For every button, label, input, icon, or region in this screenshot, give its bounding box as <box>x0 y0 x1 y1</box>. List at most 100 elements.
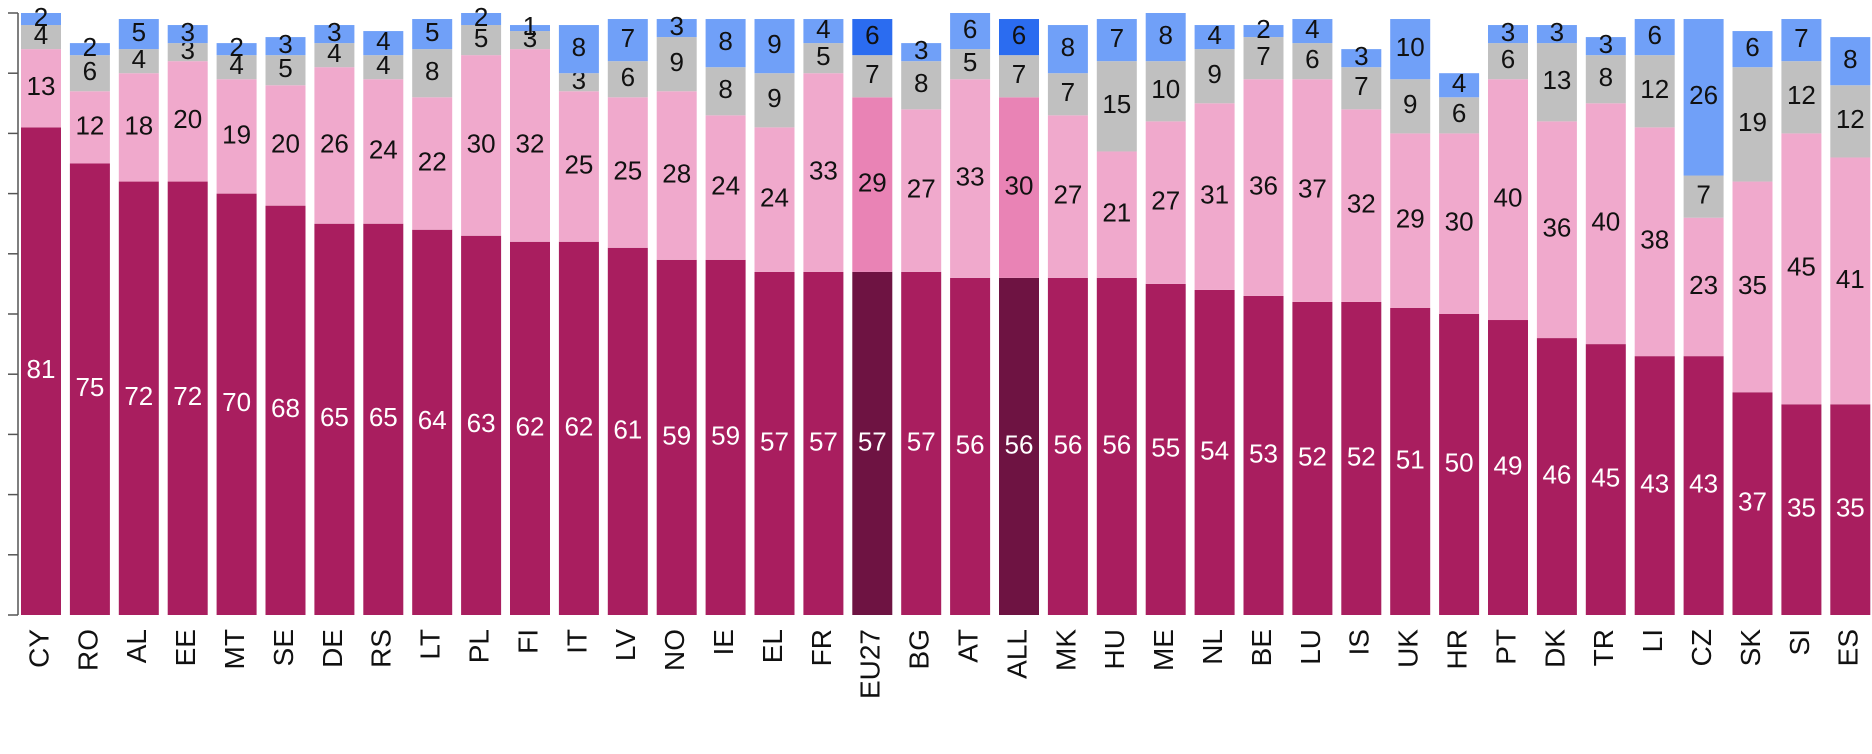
value-label: 4 <box>132 44 146 74</box>
x-tick-label: HR <box>1441 629 1472 669</box>
value-label: 8 <box>1843 44 1857 74</box>
value-label: 8 <box>1599 62 1613 92</box>
bar-segment <box>1341 67 1382 110</box>
bar-segment <box>1194 49 1235 104</box>
value-label: 54 <box>1200 435 1229 465</box>
value-label: 12 <box>1836 104 1865 134</box>
value-label: 7 <box>1354 71 1368 101</box>
bar-segment <box>754 127 795 272</box>
bar-segment <box>705 115 746 260</box>
bar-segment <box>754 271 795 615</box>
bar-segment <box>412 229 453 615</box>
bar-segment <box>216 193 257 615</box>
bar-segment <box>510 49 550 242</box>
value-label: 49 <box>1494 450 1523 480</box>
bar-segment <box>1781 61 1822 134</box>
value-label: 6 <box>963 14 977 44</box>
value-label: 1 <box>523 11 537 41</box>
bar-segment <box>705 67 746 116</box>
value-label: 7 <box>865 59 879 89</box>
bar-segment <box>1683 217 1724 357</box>
value-label: 12 <box>75 110 104 140</box>
value-label: 7 <box>1012 59 1026 89</box>
bar-segment <box>1585 344 1626 615</box>
bar-segment <box>363 79 404 224</box>
bar-segment <box>1683 356 1724 615</box>
value-label: 5 <box>132 17 146 47</box>
bar-segment <box>1634 55 1675 128</box>
bar-segment <box>1341 49 1382 68</box>
value-label: 56 <box>1005 429 1034 459</box>
value-label: 29 <box>858 167 887 197</box>
value-label: 65 <box>369 402 398 432</box>
bar-segment <box>1145 13 1186 62</box>
bar-segment <box>510 25 550 32</box>
value-label: 6 <box>1012 20 1026 50</box>
value-label: 28 <box>662 158 691 188</box>
value-label: 19 <box>1738 107 1767 137</box>
value-label: 7 <box>1696 179 1710 209</box>
bar-segment <box>803 271 844 615</box>
value-label: 32 <box>516 128 545 158</box>
bar-segment <box>1634 356 1675 615</box>
x-tick-label: ALL <box>1001 629 1032 679</box>
value-label: 4 <box>327 38 341 68</box>
bar-segment <box>1830 85 1871 158</box>
value-label: 3 <box>1354 41 1368 71</box>
value-label: 4 <box>34 20 48 50</box>
value-label: 13 <box>27 71 56 101</box>
value-label: 59 <box>662 420 691 450</box>
bar-segment <box>216 43 257 56</box>
bar-segment <box>1732 392 1773 615</box>
x-tick-label: HU <box>1099 629 1130 669</box>
bar-segment <box>1096 19 1137 62</box>
value-label: 2 <box>229 32 243 62</box>
value-label: 6 <box>1647 20 1661 50</box>
value-label: 4 <box>229 50 243 80</box>
value-label: 24 <box>711 170 740 200</box>
bar-segment <box>656 91 697 260</box>
value-label: 20 <box>271 128 300 158</box>
bar-segment <box>852 271 893 615</box>
bar-segment <box>1683 175 1724 218</box>
value-label: 40 <box>1591 207 1620 237</box>
value-label: 8 <box>425 56 439 86</box>
x-tick-label: AL <box>121 629 152 663</box>
bar-segment <box>1830 37 1871 86</box>
x-tick-label: EE <box>170 629 201 666</box>
value-label: 53 <box>1249 438 1278 468</box>
bar-segment <box>412 97 453 230</box>
value-label: 29 <box>1396 204 1425 234</box>
value-label: 7 <box>1061 77 1075 107</box>
value-label: 5 <box>425 17 439 47</box>
x-tick-label: BE <box>1246 629 1277 666</box>
value-label: 65 <box>320 402 349 432</box>
value-label: 35 <box>1836 493 1865 523</box>
value-label: 57 <box>760 426 789 456</box>
value-label: 22 <box>418 146 447 176</box>
bar-segment <box>167 25 208 44</box>
bar-segment <box>1194 103 1235 290</box>
value-label: 7 <box>1794 23 1808 53</box>
bar-segment <box>1488 25 1528 44</box>
bar-segment <box>999 277 1039 615</box>
x-tick-label: DE <box>317 629 348 668</box>
bar-segment <box>607 97 648 248</box>
bar-segment <box>167 43 208 62</box>
bar-segment <box>167 181 208 615</box>
bar-segment <box>1243 37 1284 80</box>
value-label: 4 <box>816 14 830 44</box>
bar-segment <box>852 55 893 98</box>
bar-segment <box>216 79 257 194</box>
x-tick-label: EU27 <box>855 629 886 699</box>
x-tick-label: CZ <box>1686 629 1717 666</box>
value-label: 37 <box>1738 487 1767 517</box>
bar-segment <box>118 181 159 615</box>
bar-segment <box>1781 404 1822 615</box>
value-label: 68 <box>271 393 300 423</box>
value-label: 30 <box>1005 170 1034 200</box>
value-label: 3 <box>1501 17 1515 47</box>
bar-segment <box>1292 19 1333 44</box>
bar-segment <box>607 61 648 98</box>
